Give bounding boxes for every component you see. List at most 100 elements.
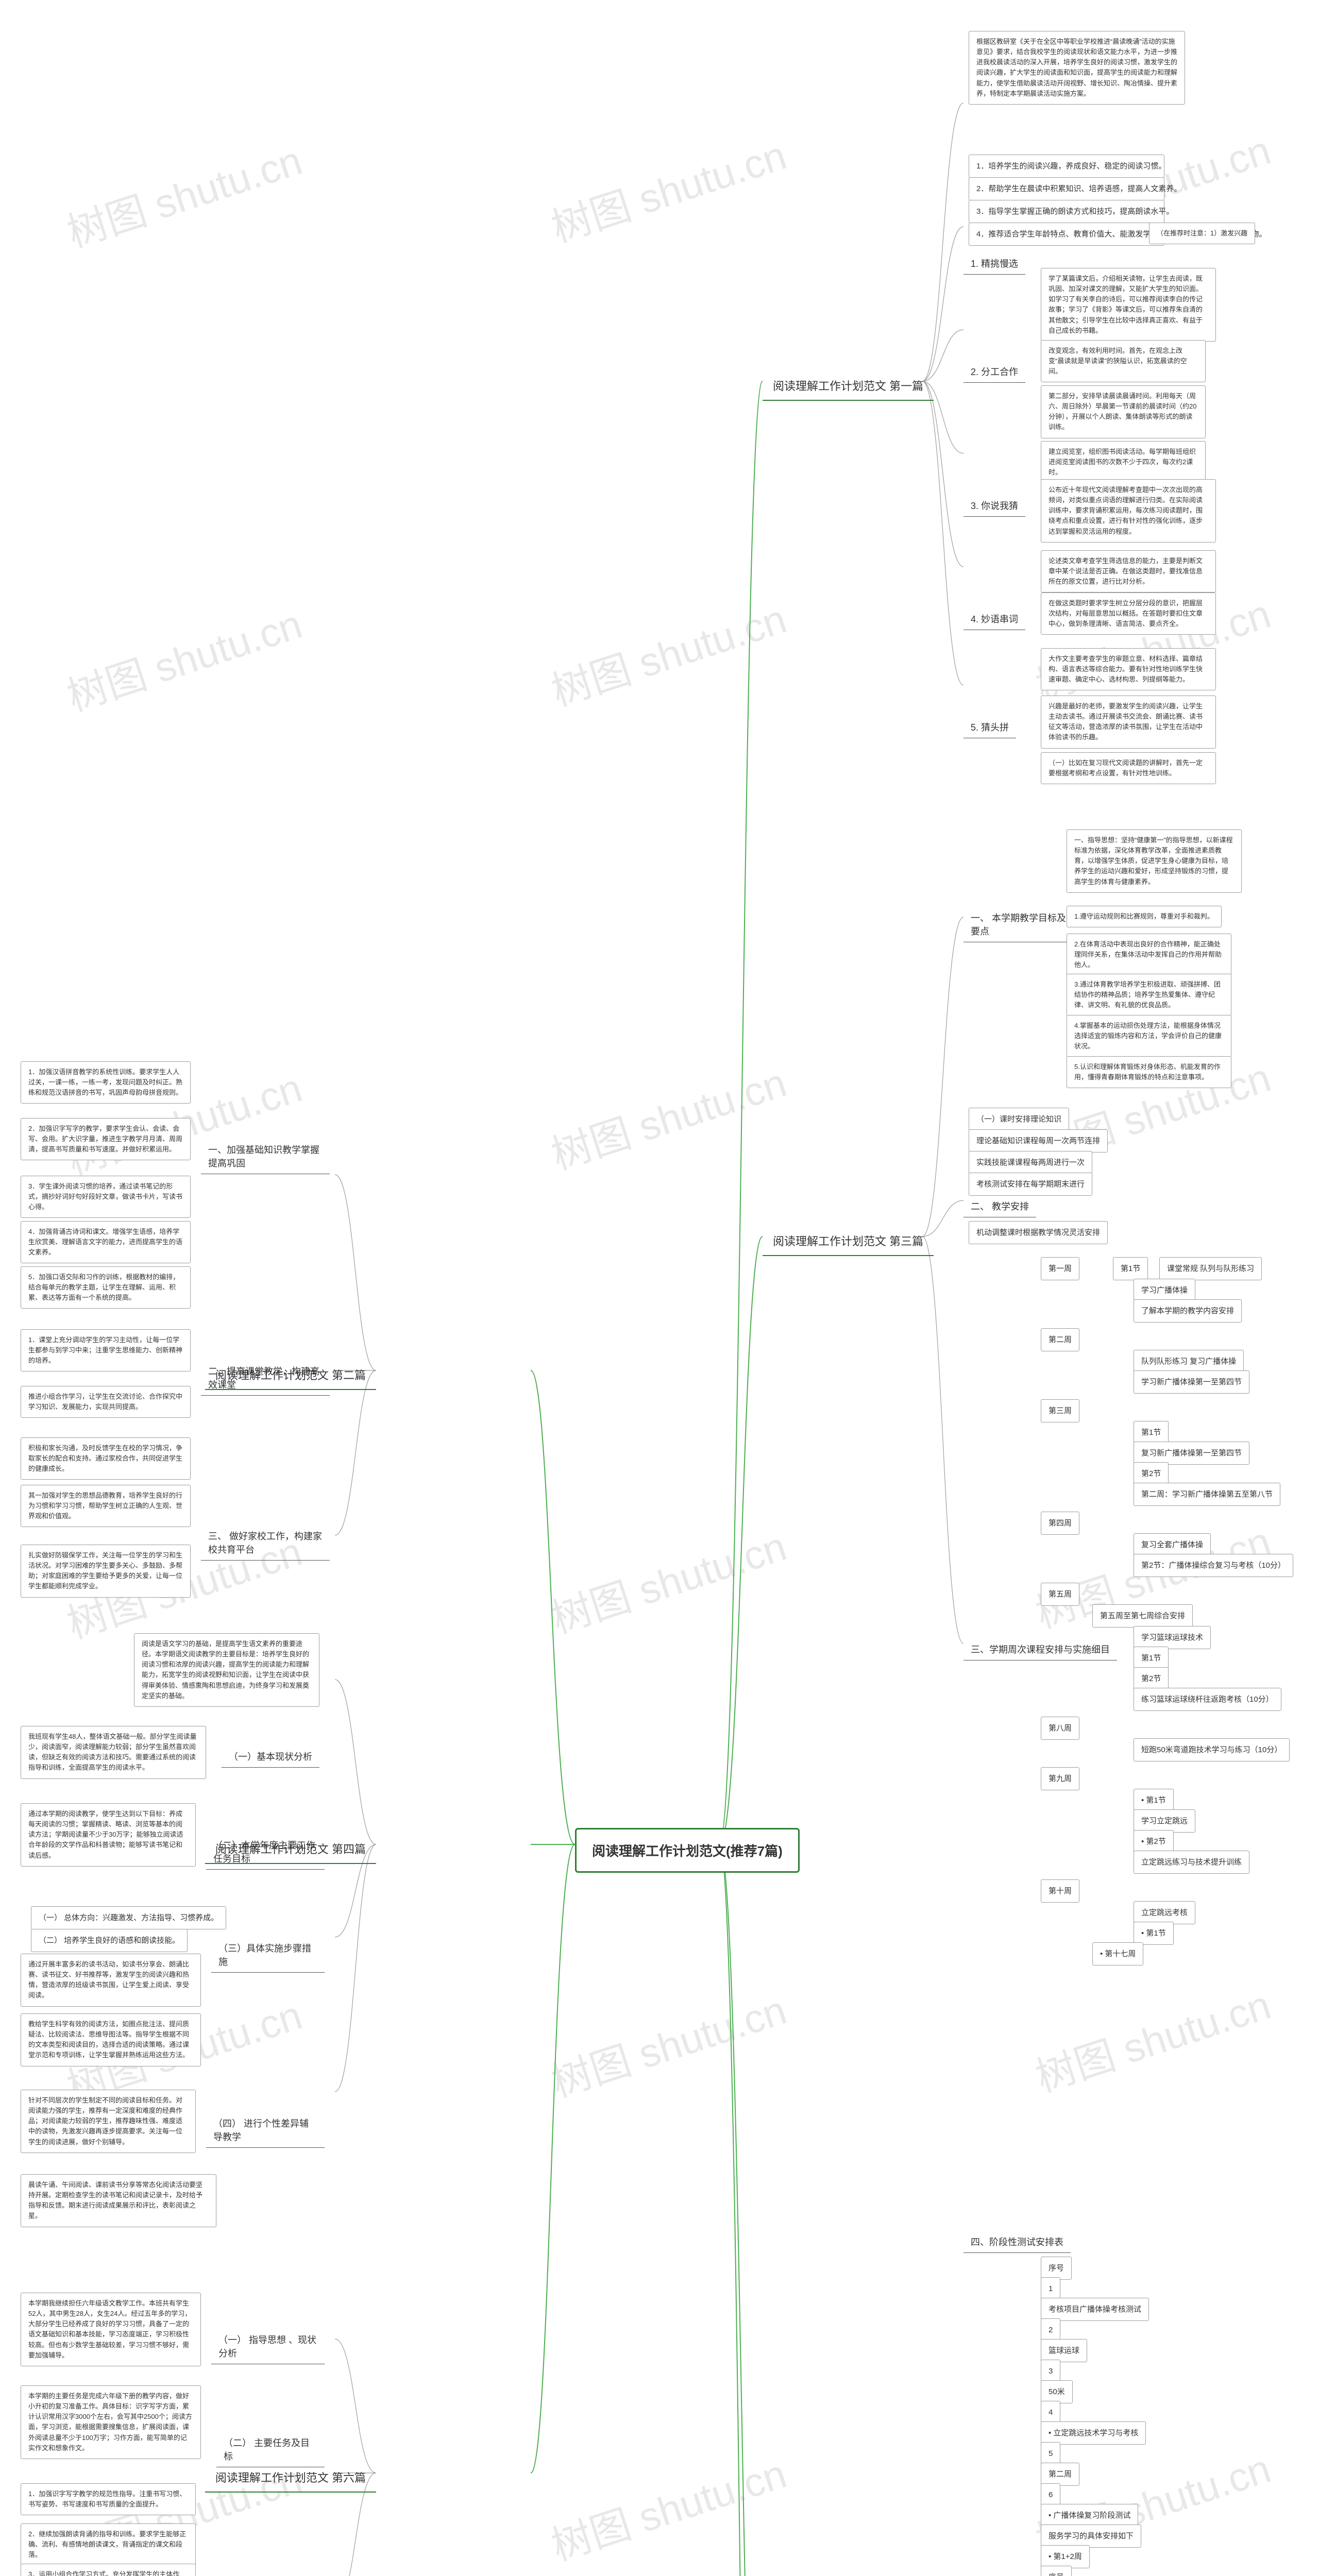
b1-s2-num: 2.	[971, 367, 978, 377]
b3-wk6-c2: • 第2节	[1134, 1830, 1174, 1853]
b3-p1-l1: 1.遵守运动规则和比赛规则，尊重对手和裁判。	[1067, 906, 1222, 927]
b4-intro: 阅读是语文学习的基础，是提高学生语文素养的重要途径。本学期语文阅读教学的主要目标…	[134, 1633, 319, 1707]
b1-goal-4: 4．推荐适合学生年龄特点、教育价值大、能激发学生阅读兴趣、受学生喜欢的读物。	[969, 223, 1164, 246]
b1-s1-leaf: 学了某篇课文后，介绍相关读物，让学生去阅读，既巩固、加深对课文的理解，又能扩大学…	[1041, 268, 1216, 342]
b3-p1-l5: 5.认识和理解体育锻炼对身体形态、机能发育的作用，懂得青春期体育锻炼的特点和注意…	[1067, 1056, 1231, 1088]
b3-wk5: 第八周	[1041, 1717, 1079, 1740]
b6-h1: （一） 指导思想 、现状分析	[211, 2329, 325, 2364]
b1-s4-l1: 大作文主要考查学生的审题立意、材料选择、篇章结构、语言表达等综合能力。要有针对性…	[1041, 648, 1216, 690]
b6-i1: 2．继续加强朗读背诵的指导和训练。要求学生能够正确、流利、有感情地朗读课文，背诵…	[21, 2523, 196, 2566]
b1-s3-hd: 3. 你说我猜	[963, 495, 1025, 517]
branch-1: 阅读理解工作计划范文 第一篇	[763, 371, 934, 401]
b2-l0-2: 3．学生课外阅读习惯的培养，通过读书笔记的形式，摘抄好词好句好段好文章，做读书卡…	[21, 1176, 191, 1218]
b1-s3-l0: 公布近十年现代文阅读理解考查题中一次次出现的高频词，对类似重点词语的理解进行归类…	[1041, 479, 1216, 543]
b1-s4-hd: 4. 妙语串词	[963, 608, 1025, 630]
b6-i0: 1．加强识字写字教学的规范性指导。注重书写习惯、书写姿势、书写速度和书写质量的全…	[21, 2483, 196, 2515]
b3-p1-l0: 一、指导思想：坚持“健康第一”的指导思想，以新课程标准为依据，深化体育教学改革，…	[1067, 829, 1242, 893]
b1-s5-l0: 兴趣是最好的老师，要激发学生的阅读兴趣，让学生主动去读书。通过开展读书交流会、朗…	[1041, 696, 1216, 749]
b3-p3-r10: 第二周	[1041, 2463, 1079, 2486]
b2-l2-0: 积极和家长沟通，及时反馈学生在校的学习情况，争取家长的配合和支持。通过家校合作，…	[21, 1437, 191, 1480]
b2-h3: 三、 做好家校工作，构建家校共育平台	[201, 1525, 330, 1561]
b4-h4: （四） 进行个性差异辅导教学	[206, 2112, 325, 2148]
b4-h3-a: 通过开展丰富多彩的读书活动，如读书分享会、朗诵比赛、读书征文、好书推荐等，激发学…	[21, 1954, 201, 2007]
b1-s1-num: 1.	[971, 259, 978, 269]
b1-s4-l0: 在做这类题时要求学生树立分层分段的意识，把握层次结构，对每层意思加以概括。在答题…	[1041, 592, 1216, 635]
b3-p2-i2: 实践技能课课程每两周进行一次	[969, 1151, 1092, 1174]
b3-wk3-c0: 复习全套广播体操	[1134, 1533, 1211, 1556]
b3-p3-r2: 考核项目广播体操考核测试	[1041, 2298, 1149, 2321]
b3-wk6-c3: 立定跳远练习与技术提升训练	[1134, 1851, 1249, 1874]
b1-s5-num: 5.	[971, 722, 978, 733]
b1-s1-hd: 1. 精挑慢选	[963, 252, 1025, 275]
b6-l0: 本学期我继续担任六年级语文教学工作。本班共有学生52人，其中男生28人，女生24…	[21, 2293, 201, 2366]
b2-l1-1: 推进小组合作学习，让学生在交流讨论、合作探究中学习知识、发展能力，实现共同提高。	[21, 1386, 191, 1418]
b3-p3-r0: 序号	[1041, 2257, 1072, 2280]
b3-p3-r13: 服务学习的具体安排如下	[1041, 2524, 1141, 2548]
b3-wk3: 第四周	[1041, 1512, 1079, 1535]
b3-wk7-ln: • 第十七周	[1092, 1942, 1143, 1965]
b3-p3-r5: 3	[1041, 2360, 1060, 2383]
b3-wk6-c1: 学习立定跳远	[1134, 1809, 1195, 1833]
b2-l0-1: 2．加强识字写字的教学，要求学生会认、会读、会写、会用。扩大识字量，推进生字教学…	[21, 1118, 191, 1160]
b3-p3-r3: 2	[1041, 2318, 1060, 2342]
b1-s5-l1: （一）比如在复习现代文阅读题的讲解时，首先一定要根据考纲和考点设置，有针对性地训…	[1041, 752, 1216, 784]
b1-s5-hd: 5. 猜头拼	[963, 716, 1016, 738]
b4-l0: 我班现有学生48人，整体语文基础一般。部分学生阅读量少，阅读面窄，阅读理解能力较…	[21, 1726, 206, 1779]
b4-h3-i1: （二） 培养学生良好的语感和朗读技能。	[31, 1929, 188, 1952]
b4-tail: 晨读午诵、午间阅读、课前读书分享等常态化阅读活动要坚持开展。定期检查学生的读书笔…	[21, 2174, 216, 2227]
b6-i2: 3．运用小组合作学习方式。充分发挥学生的主体作用，让学生在合作中学习，在交流中提…	[21, 2564, 196, 2576]
b3-wk0-l1: 第1节	[1113, 1257, 1148, 1280]
b3-wk2-c0: 第1节	[1134, 1421, 1169, 1444]
b3-wk0-c1: 了解本学期的教学内容安排	[1134, 1299, 1242, 1323]
branch-3: 阅读理解工作计划范文 第三篇	[763, 1226, 934, 1256]
b3-wk4-c0: 学习篮球运球技术	[1134, 1626, 1211, 1649]
b3-wk6: 第九周	[1041, 1767, 1079, 1790]
b3-wk2-c1: 复习新广播体操第一至第四节	[1134, 1442, 1249, 1465]
b1-goal-2: 2．帮助学生在晨读中积累知识、培养语感，提高人文素养。	[969, 177, 1164, 200]
b3-wk4-blk: 第五周至第七周综合安排	[1092, 1604, 1193, 1628]
b3-p1-l3: 3.通过体育教学培养学生积极进取、顽强拼搏、团结协作的精神品质；培养学生热爱集体…	[1067, 974, 1231, 1016]
b3-wk7: 第十周	[1041, 1879, 1079, 1903]
b3-wk4-c2: 第2节	[1134, 1667, 1169, 1690]
b3-p3-r11: 6	[1041, 2483, 1060, 2506]
b2-h1: 一、加强基础知识教学掌握提高巩固	[201, 1139, 330, 1174]
b1-s2-hd: 2. 分工合作	[963, 361, 1025, 383]
b3-wk4: 第五周	[1041, 1583, 1079, 1606]
b3-p3-r15: 序号	[1041, 2566, 1072, 2576]
b3-wk6-c0: • 第1节	[1134, 1789, 1174, 1812]
b3-p3-r12: • 广播体操复习阶段测试	[1041, 2504, 1138, 2527]
b3-p2-i1: 理论基础知识课程每周一次两节连排	[969, 1129, 1108, 1153]
b3-wk5-c0: 短跑50米弯道跑技术学习与练习（10分）	[1134, 1738, 1290, 1761]
b3-wk0-c0: 学习广播体操	[1134, 1279, 1195, 1302]
b3-p2-i0: （一）课时安排理论知识	[969, 1108, 1069, 1131]
root-node: 阅读理解工作计划范文(推荐7篇)	[575, 1828, 800, 1873]
b3-p3-r6: 50米	[1041, 2380, 1073, 2403]
b6-l1: 本学期的主要任务是完成六年级下册的教学内容，做好小升初的复习准备工作。具体目标：…	[21, 2385, 201, 2459]
b4-h3: （三）具体实施步骤措施	[211, 1937, 325, 1973]
b3-p3-r8: • 立定跳远技术学习与考核	[1041, 2421, 1146, 2445]
b1-intro: 根据区教研室《关于在全区中等职业学校推进“晨读晚诵”活动的实施意见》要求，结合我…	[969, 31, 1185, 105]
b1-goal-3: 3．指导学生掌握正确的朗读方式和技巧，提高朗读水平。	[969, 200, 1164, 223]
b3-wk2: 第三周	[1041, 1399, 1079, 1422]
b6-h2: （二） 主要任务及目标	[216, 2432, 325, 2467]
b1-s4-title: 妙语串词	[981, 614, 1018, 624]
b1-s3-title: 你说我猜	[981, 501, 1018, 511]
b3-wk1-c1: 学习新广播体操第一至第四节	[1134, 1370, 1249, 1394]
b3-wk2-c3: 第二周：学习新广播体操第五至第八节	[1134, 1483, 1280, 1506]
b4-l3: 针对不同层次的学生制定不同的阅读目标和任务。对阅读能力强的学生，推荐有一定深度和…	[21, 2090, 196, 2153]
b4-h3-b: 教给学生科学有效的阅读方法，如圈点批注法、提问质疑法、比较阅读法、思维导图法等。…	[21, 2013, 201, 2066]
mindmap: 阅读理解工作计划范文(推荐7篇) 阅读理解工作计划范文 第一篇 阅读理解工作计划…	[0, 0, 1319, 2576]
b3-wk0: 第一周	[1041, 1257, 1079, 1280]
b3-wk4-c3: 练习篮球运球绕杆往返跑考核（10分）	[1134, 1688, 1281, 1711]
b2-l2-2: 扎实做好防辍保学工作，关注每一位学生的学习和生活状况。对学习困难的学生要多关心、…	[21, 1545, 191, 1598]
b4-h1: （一）基本现状分析	[222, 1745, 319, 1768]
b3-p2-i4: 机动调整课时根据教学情况灵活安排	[969, 1221, 1108, 1244]
b2-l0-3: 4．加强背诵古诗词和课文。增强学生语感，培养学生欣赏美、理解语言文字的能力，进而…	[21, 1221, 191, 1263]
b2-l0-0: 1．加强汉语拼音教学的系统性训练。要求学生人人过关，一课一练，一练一考，发现问题…	[21, 1061, 191, 1104]
b1-s3-l1: 论述类文章考查学生筛选信息的能力，主要是判断文章中某个说法是否正确。在做这类题时…	[1041, 550, 1216, 592]
b1-s2-title: 分工合作	[981, 367, 1018, 377]
b1-goal-4b: （在推荐时注意：1）激发兴趣	[1149, 223, 1255, 244]
b1-s1-title: 精挑慢选	[981, 259, 1018, 269]
b1-s4-num: 4.	[971, 614, 978, 624]
b1-s5-title: 猜头拼	[981, 722, 1009, 733]
